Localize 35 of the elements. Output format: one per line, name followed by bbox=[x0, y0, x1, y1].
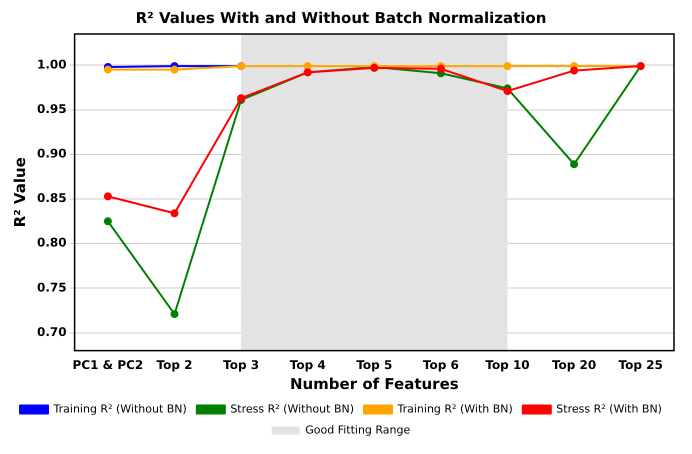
y-tick-label: 0.80 bbox=[37, 236, 67, 250]
point bbox=[570, 160, 578, 168]
x-tick-label: Top 5 bbox=[356, 358, 392, 372]
legend-label: Stress R² (Without BN) bbox=[230, 402, 354, 416]
legend-label: Training R² (Without BN) bbox=[52, 402, 187, 416]
point bbox=[104, 66, 112, 74]
point bbox=[504, 62, 512, 70]
legend-label: Stress R² (With BN) bbox=[556, 402, 662, 416]
x-tick-label: Top 20 bbox=[552, 358, 596, 372]
chart-title: R² Values With and Without Batch Normalization bbox=[136, 8, 546, 27]
x-tick-label: PC1 & PC2 bbox=[72, 358, 144, 372]
legend-label: Training R² (With BN) bbox=[396, 402, 513, 416]
y-tick-label: 0.70 bbox=[37, 324, 67, 339]
x-tick-label: Top 2 bbox=[156, 358, 192, 372]
point bbox=[104, 217, 112, 226]
point bbox=[436, 64, 445, 73]
point bbox=[170, 310, 179, 318]
point bbox=[170, 66, 179, 74]
x-tick-label: Top 3 bbox=[223, 358, 260, 372]
x-axis-title: Number of Features bbox=[290, 374, 459, 393]
x-tick-label: Top 10 bbox=[485, 358, 530, 372]
x-tick-label: Top 6 bbox=[422, 358, 459, 372]
point bbox=[170, 209, 179, 218]
legend-label: Good Fitting Range bbox=[305, 423, 411, 436]
point bbox=[504, 87, 512, 96]
x-tick-label: Top 25 bbox=[618, 358, 663, 372]
x-tick-label: Top 4 bbox=[290, 358, 326, 372]
point bbox=[570, 66, 578, 75]
y-tick-label: 0.90 bbox=[37, 146, 67, 161]
y-tick-label: 0.85 bbox=[37, 191, 67, 206]
y-tick-label: 0.95 bbox=[37, 102, 67, 116]
point bbox=[104, 192, 112, 200]
y-tick-label: 1.00 bbox=[37, 57, 67, 72]
y-tick-label: 0.75 bbox=[37, 280, 67, 294]
y-axis-title: R² Value bbox=[10, 157, 29, 228]
